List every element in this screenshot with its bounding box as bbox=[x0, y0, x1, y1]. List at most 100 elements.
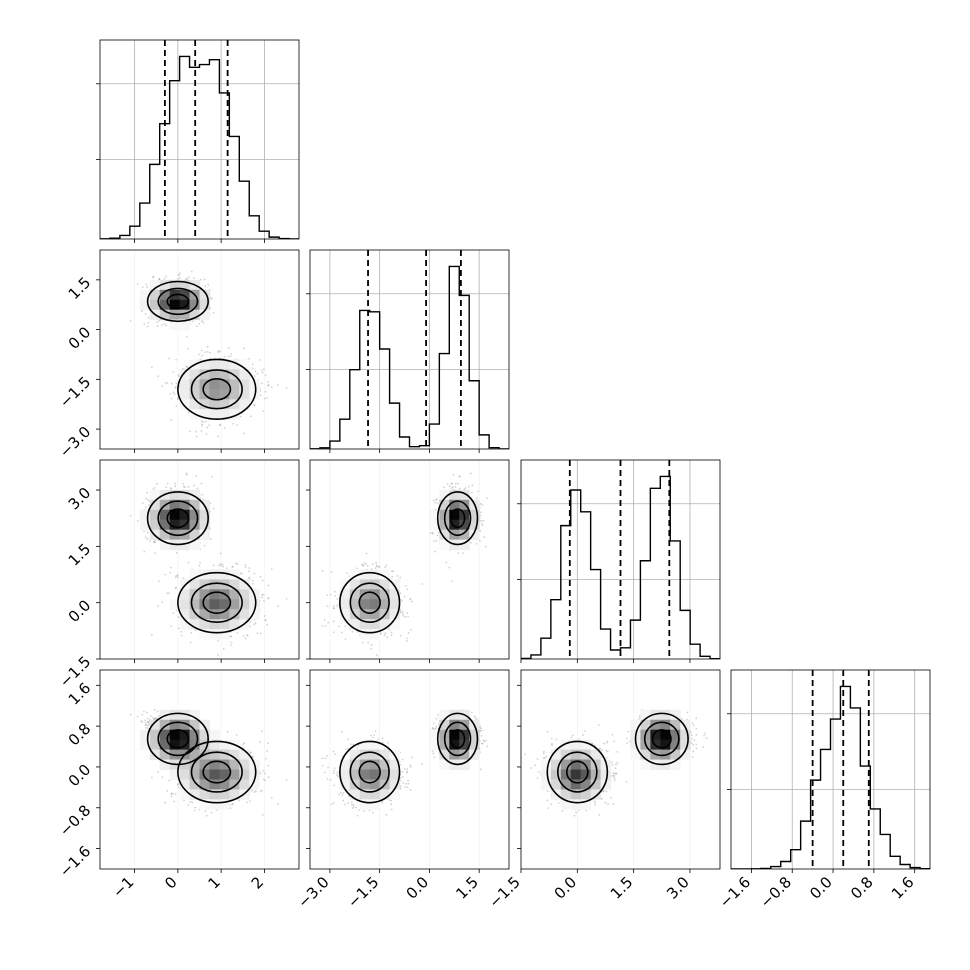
scatter-point bbox=[222, 647, 225, 650]
scatter-point bbox=[187, 411, 190, 414]
scatter-point bbox=[209, 357, 212, 360]
density-cell bbox=[159, 309, 171, 321]
density-cell bbox=[179, 389, 191, 400]
scatter-point bbox=[176, 576, 179, 578]
scatter-point bbox=[195, 475, 198, 477]
density-cell bbox=[189, 379, 200, 390]
density-cell bbox=[169, 299, 181, 311]
scatter-point bbox=[259, 632, 262, 635]
scatter-point bbox=[430, 532, 432, 535]
density-cell bbox=[189, 399, 200, 410]
y-tick-label: 0.0 bbox=[65, 323, 95, 353]
scatter-point bbox=[205, 433, 208, 436]
density-cell bbox=[179, 379, 191, 390]
scatter-point bbox=[264, 619, 267, 622]
density-cell bbox=[199, 369, 210, 380]
density-cell bbox=[219, 359, 230, 370]
scatter-point bbox=[481, 504, 484, 506]
scatter-point bbox=[161, 324, 163, 327]
scatter-point bbox=[406, 588, 409, 591]
density-cell bbox=[209, 399, 220, 410]
y-tick-label: 1.5 bbox=[65, 540, 95, 570]
scatter-point bbox=[262, 410, 265, 413]
scatter-point bbox=[399, 634, 402, 637]
scatter-point bbox=[457, 482, 460, 485]
panel-frame bbox=[309, 249, 510, 450]
scatter-point bbox=[223, 355, 226, 358]
scatter-point bbox=[244, 566, 247, 569]
scatter-point bbox=[212, 311, 215, 314]
scatter-point bbox=[165, 275, 167, 278]
scatter-point bbox=[186, 366, 189, 369]
scatter-point bbox=[157, 604, 160, 607]
scatter-point bbox=[242, 347, 245, 350]
scatter-point bbox=[198, 564, 201, 567]
scatter-point bbox=[145, 506, 148, 509]
scatter-point bbox=[264, 619, 267, 622]
scatter-point bbox=[196, 325, 198, 328]
scatter-point bbox=[261, 382, 263, 385]
scatter-point bbox=[211, 297, 213, 300]
scatter-point bbox=[219, 563, 222, 565]
scatter-point bbox=[355, 567, 358, 570]
panel-2-0: −1.50.01.53.0 bbox=[56, 459, 300, 691]
scatter-point bbox=[403, 595, 406, 598]
scatter-point bbox=[209, 351, 211, 354]
scatter-point bbox=[435, 539, 438, 542]
scatter-point bbox=[383, 634, 386, 637]
scatter-point bbox=[177, 374, 180, 376]
scatter-point bbox=[199, 278, 202, 281]
scatter-point bbox=[332, 631, 335, 634]
scatter-point bbox=[176, 277, 179, 280]
density-cell bbox=[189, 299, 200, 311]
scatter-point bbox=[390, 633, 393, 636]
scatter-point bbox=[209, 297, 212, 299]
scatter-point bbox=[230, 352, 233, 355]
scatter-point bbox=[204, 285, 207, 287]
contour-1-2 bbox=[177, 358, 257, 420]
scatter-point bbox=[166, 592, 169, 595]
scatter-point bbox=[176, 398, 179, 401]
scatter-point bbox=[261, 371, 264, 374]
scatter-point bbox=[240, 572, 243, 575]
scatter-point bbox=[183, 367, 185, 370]
scatter-point bbox=[195, 435, 198, 438]
scatter-point bbox=[367, 641, 369, 644]
scatter-point bbox=[187, 347, 189, 350]
scatter-point bbox=[206, 346, 209, 348]
scatter-point bbox=[158, 580, 160, 583]
density-cell bbox=[209, 389, 220, 400]
scatter-point bbox=[223, 427, 226, 430]
contour-1-0 bbox=[202, 378, 232, 401]
scatter-point bbox=[219, 350, 222, 353]
scatter-point bbox=[186, 278, 189, 281]
scatter-point bbox=[336, 605, 338, 608]
density-cell bbox=[179, 309, 191, 321]
scatter-point bbox=[178, 272, 181, 275]
scatter-point bbox=[209, 538, 212, 541]
scatter-point bbox=[180, 630, 183, 633]
scatter-point bbox=[254, 370, 257, 373]
scatter-point bbox=[217, 640, 220, 642]
scatter-point bbox=[407, 615, 409, 618]
scatter-point bbox=[375, 564, 378, 567]
scatter-point bbox=[462, 552, 464, 555]
density-cell bbox=[149, 279, 161, 291]
density-cell bbox=[229, 359, 240, 370]
scatter-point bbox=[191, 320, 194, 323]
scatter-point bbox=[189, 430, 192, 433]
density-cell bbox=[159, 279, 171, 291]
scatter-point bbox=[229, 635, 232, 638]
scatter-point bbox=[182, 482, 185, 485]
scatter-point bbox=[242, 432, 245, 435]
scatter-point bbox=[168, 357, 171, 360]
scatter-point bbox=[161, 601, 164, 604]
scatter-point bbox=[175, 358, 177, 361]
scatter-point bbox=[267, 596, 270, 599]
density-cell bbox=[199, 309, 210, 321]
scatter-point bbox=[204, 351, 207, 353]
panel-content-2-1 bbox=[321, 460, 489, 659]
scatter-point bbox=[480, 519, 483, 522]
density-cell bbox=[219, 369, 230, 380]
density-cell bbox=[189, 369, 200, 380]
